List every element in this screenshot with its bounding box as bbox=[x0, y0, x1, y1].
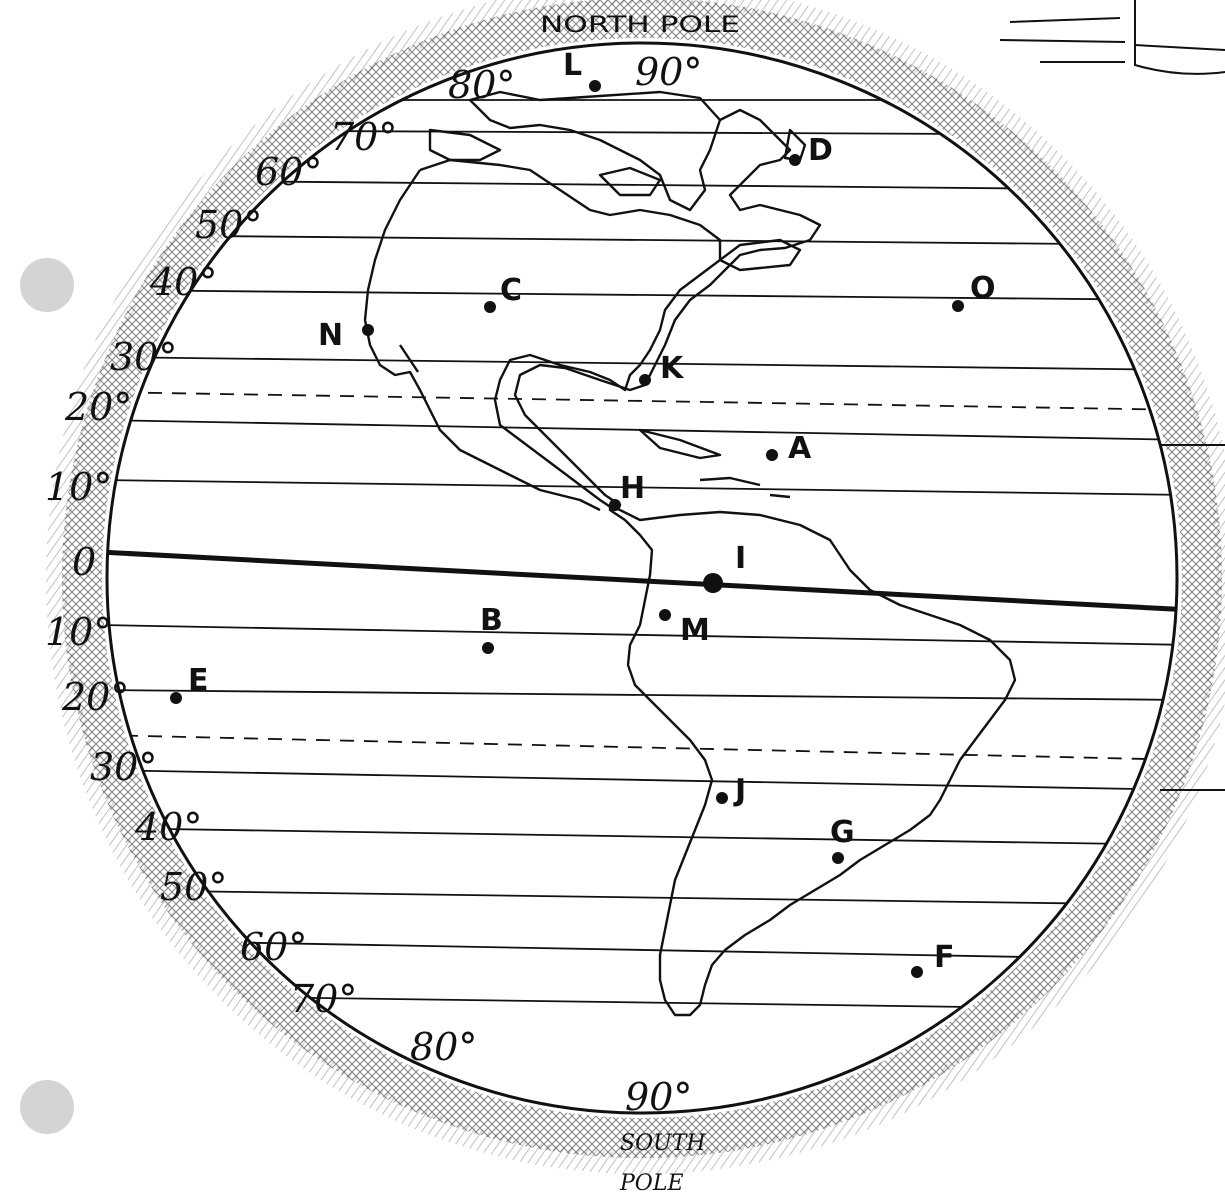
point-dot bbox=[716, 792, 728, 804]
latitude-label-north: 70° bbox=[330, 115, 397, 159]
point-label: M bbox=[680, 613, 710, 648]
south-pole-label-line2: POLE bbox=[619, 1171, 684, 1196]
latitude-label-south: 10° bbox=[45, 610, 112, 654]
north-america-outline bbox=[419, 108, 822, 512]
latitude-label-south: 50° bbox=[160, 865, 227, 909]
latitude-line bbox=[107, 624, 1177, 646]
latitude-label-north: 50° bbox=[195, 203, 262, 247]
point-label: J bbox=[733, 773, 746, 808]
latitude-label-north: 40° bbox=[149, 260, 217, 304]
hudson-bay-outline bbox=[718, 238, 802, 272]
point-label: N bbox=[318, 318, 343, 353]
point-k: K bbox=[639, 351, 685, 386]
margin-scribbles bbox=[999, 0, 1225, 791]
globe-outline bbox=[105, 41, 1179, 1115]
point-label: E bbox=[188, 663, 209, 698]
latitude-label-south: 70° bbox=[290, 977, 357, 1021]
point-c: C bbox=[484, 273, 522, 313]
latitude-label-north: 80° bbox=[448, 63, 515, 107]
point-f: F bbox=[911, 940, 955, 978]
globe-shadow-ring bbox=[62, 0, 1222, 1158]
latitude-line bbox=[107, 827, 1177, 846]
point-dot bbox=[703, 573, 723, 593]
latitude-label-south: 20° bbox=[61, 675, 129, 719]
point-dot bbox=[484, 301, 496, 313]
binder-hole-top bbox=[20, 258, 74, 312]
latitude-label-south: 30° bbox=[90, 745, 157, 789]
point-label: L bbox=[563, 48, 582, 83]
point-dot bbox=[609, 499, 621, 511]
latitude-label-north: 10° bbox=[45, 465, 112, 509]
point-dot bbox=[789, 154, 801, 166]
point-dot bbox=[170, 692, 182, 704]
latitude-line bbox=[107, 889, 1177, 906]
point-label: D bbox=[808, 133, 833, 168]
north-pole-label: NORTH POLE bbox=[540, 13, 740, 38]
point-dot bbox=[766, 449, 778, 461]
south-90-label: 90° bbox=[625, 1075, 692, 1119]
point-g: G bbox=[830, 815, 855, 864]
point-dot bbox=[639, 374, 651, 386]
latitude-line bbox=[107, 769, 1177, 791]
latitude-label-north: 0 bbox=[72, 540, 96, 584]
latitude-label-north: 60° bbox=[255, 150, 322, 194]
point-label: G bbox=[830, 815, 855, 850]
latitude-line bbox=[107, 356, 1177, 371]
latitude-label-south: 60° bbox=[240, 925, 307, 969]
south-pole-label-line1: SOUTH bbox=[620, 1131, 706, 1156]
point-o: O bbox=[952, 271, 996, 312]
point-h: H bbox=[609, 471, 645, 511]
point-dot bbox=[482, 642, 494, 654]
point-m: M bbox=[659, 609, 710, 648]
latitude-label-north: 30° bbox=[110, 335, 177, 379]
cuba-outline bbox=[638, 428, 722, 460]
point-label: A bbox=[788, 431, 812, 466]
south-america-outline bbox=[608, 503, 1017, 1017]
point-label: K bbox=[660, 351, 685, 386]
point-l: L bbox=[563, 48, 601, 92]
point-label: O bbox=[970, 271, 996, 306]
latitude-line bbox=[107, 234, 1177, 246]
point-dot bbox=[832, 852, 844, 864]
point-dot bbox=[952, 300, 964, 312]
point-label: H bbox=[620, 471, 645, 506]
baja-outline bbox=[399, 344, 419, 373]
west-coast-outline bbox=[363, 169, 601, 512]
point-label: F bbox=[934, 940, 955, 975]
point-dot bbox=[911, 966, 923, 978]
point-label: C bbox=[500, 273, 522, 308]
point-d: D bbox=[789, 133, 833, 168]
point-e: E bbox=[170, 663, 209, 704]
point-j: J bbox=[716, 773, 746, 808]
latitude-line bbox=[107, 391, 1177, 411]
point-n: N bbox=[318, 318, 374, 353]
point-dot bbox=[659, 609, 671, 621]
latitude-line bbox=[107, 289, 1177, 301]
globe-shadow-hatch bbox=[46, 0, 1225, 1174]
equator-line bbox=[107, 549, 1177, 613]
point-i: I bbox=[703, 541, 746, 593]
latitude-line bbox=[107, 939, 1177, 961]
point-dot bbox=[362, 324, 374, 336]
latitude-line bbox=[107, 419, 1177, 441]
binder-hole-bottom bbox=[20, 1080, 74, 1134]
arctic-island bbox=[428, 128, 502, 162]
latitude-line bbox=[107, 479, 1177, 496]
point-a: A bbox=[766, 431, 812, 466]
latitude-label-south: 40° bbox=[134, 805, 202, 849]
arctic-island-2 bbox=[598, 166, 662, 197]
point-dot bbox=[589, 80, 601, 92]
caribbean-islands bbox=[699, 476, 791, 499]
latitude-label-south: 80° bbox=[410, 1025, 477, 1069]
point-b: B bbox=[480, 603, 503, 654]
latitude-line bbox=[107, 734, 1177, 761]
point-label: B bbox=[480, 603, 503, 638]
greenland-outline bbox=[468, 90, 722, 212]
point-label: I bbox=[735, 541, 746, 576]
latitude-label-north: 20° bbox=[64, 385, 132, 429]
north-90-label: 90° bbox=[635, 50, 702, 94]
